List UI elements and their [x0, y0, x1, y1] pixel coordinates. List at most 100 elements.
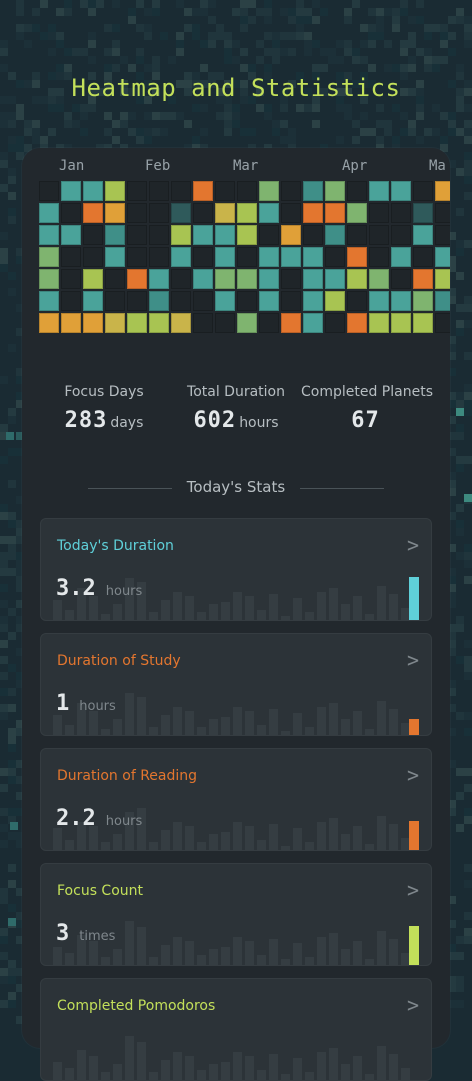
heatmap-cell[interactable]	[435, 313, 450, 333]
heatmap-cell[interactable]	[215, 291, 235, 311]
heatmap-cell[interactable]	[413, 225, 433, 245]
heatmap-cell[interactable]	[325, 181, 345, 201]
heatmap-cell[interactable]	[83, 291, 103, 311]
heatmap-cell[interactable]	[347, 181, 367, 201]
heatmap-cell[interactable]	[369, 181, 389, 201]
heatmap-cell[interactable]	[281, 225, 301, 245]
card-completed-pomodoros[interactable]: Completed Pomodoros >	[40, 978, 432, 1081]
heatmap-cell[interactable]	[105, 313, 125, 333]
heatmap-cell[interactable]	[39, 181, 59, 201]
heatmap-cell[interactable]	[391, 225, 411, 245]
heatmap-cell[interactable]	[259, 313, 279, 333]
heatmap-cell[interactable]	[237, 247, 257, 267]
chevron-right-icon[interactable]: >	[406, 648, 419, 672]
heatmap-cell[interactable]	[215, 313, 235, 333]
heatmap-cell[interactable]	[149, 247, 169, 267]
heatmap-cell[interactable]	[149, 181, 169, 201]
heatmap-cell[interactable]	[413, 181, 433, 201]
heatmap-cell[interactable]	[281, 313, 301, 333]
heatmap-cell[interactable]	[193, 247, 213, 267]
heatmap-cell[interactable]	[127, 203, 147, 223]
heatmap-cell[interactable]	[435, 181, 450, 201]
heatmap-cell[interactable]	[193, 291, 213, 311]
heatmap-cell[interactable]	[149, 313, 169, 333]
heatmap-cell[interactable]	[39, 313, 59, 333]
heatmap-cell[interactable]	[127, 291, 147, 311]
heatmap-cell[interactable]	[413, 313, 433, 333]
heatmap-cell[interactable]	[127, 247, 147, 267]
heatmap-cell[interactable]	[83, 203, 103, 223]
heatmap-cell[interactable]	[61, 247, 81, 267]
card-todays-duration[interactable]: Today's Duration > 3.2 hours	[40, 518, 432, 621]
heatmap-cell[interactable]	[435, 225, 450, 245]
heatmap-cell[interactable]	[325, 269, 345, 289]
heatmap-cell[interactable]	[193, 203, 213, 223]
heatmap-cell[interactable]	[237, 291, 257, 311]
heatmap-cell[interactable]	[193, 269, 213, 289]
chevron-right-icon[interactable]: >	[406, 533, 419, 557]
heatmap-cell[interactable]	[105, 225, 125, 245]
heatmap-cell[interactable]	[61, 291, 81, 311]
heatmap-cell[interactable]	[237, 269, 257, 289]
heatmap-cell[interactable]	[347, 291, 367, 311]
heatmap-cell[interactable]	[303, 225, 323, 245]
heatmap-cell[interactable]	[259, 247, 279, 267]
heatmap-cell[interactable]	[171, 225, 191, 245]
heatmap-cell[interactable]	[369, 313, 389, 333]
heatmap-cell[interactable]	[303, 181, 323, 201]
heatmap-cell[interactable]	[61, 313, 81, 333]
heatmap-cell[interactable]	[193, 225, 213, 245]
heatmap-cell[interactable]	[105, 247, 125, 267]
heatmap-cell[interactable]	[347, 203, 367, 223]
heatmap-cell[interactable]	[39, 291, 59, 311]
heatmap-cell[interactable]	[281, 247, 301, 267]
heatmap-cell[interactable]	[435, 291, 450, 311]
heatmap-cell[interactable]	[413, 203, 433, 223]
heatmap-cell[interactable]	[391, 181, 411, 201]
heatmap-cell[interactable]	[83, 225, 103, 245]
heatmap-cell[interactable]	[83, 181, 103, 201]
heatmap-cell[interactable]	[61, 181, 81, 201]
heatmap-cell[interactable]	[259, 291, 279, 311]
chevron-right-icon[interactable]: >	[406, 763, 419, 787]
heatmap-cell[interactable]	[83, 247, 103, 267]
heatmap-cell[interactable]	[39, 225, 59, 245]
heatmap-cell[interactable]	[369, 225, 389, 245]
heatmap-cell[interactable]	[259, 181, 279, 201]
heatmap-cell[interactable]	[281, 181, 301, 201]
heatmap-cell[interactable]	[391, 269, 411, 289]
heatmap-cell[interactable]	[347, 247, 367, 267]
heatmap-cell[interactable]	[281, 269, 301, 289]
card-focus-count[interactable]: Focus Count > 3 times	[40, 863, 432, 966]
heatmap-cell[interactable]	[127, 313, 147, 333]
heatmap-cell[interactable]	[171, 247, 191, 267]
heatmap-cell[interactable]	[391, 247, 411, 267]
heatmap-cell[interactable]	[303, 291, 323, 311]
heatmap-cell[interactable]	[413, 269, 433, 289]
heatmap-cell[interactable]	[237, 225, 257, 245]
heatmap-cell[interactable]	[413, 247, 433, 267]
heatmap-cell[interactable]	[127, 181, 147, 201]
heatmap-cell[interactable]	[435, 247, 450, 267]
focus-heatmap[interactable]	[22, 181, 450, 335]
heatmap-cell[interactable]	[413, 291, 433, 311]
heatmap-cell[interactable]	[171, 313, 191, 333]
heatmap-cell[interactable]	[83, 269, 103, 289]
heatmap-cell[interactable]	[127, 269, 147, 289]
heatmap-cell[interactable]	[39, 269, 59, 289]
heatmap-cell[interactable]	[259, 269, 279, 289]
heatmap-cell[interactable]	[39, 247, 59, 267]
heatmap-cell[interactable]	[215, 203, 235, 223]
heatmap-cell[interactable]	[61, 203, 81, 223]
heatmap-cell[interactable]	[237, 313, 257, 333]
heatmap-cell[interactable]	[105, 269, 125, 289]
heatmap-cell[interactable]	[215, 181, 235, 201]
heatmap-cell[interactable]	[281, 203, 301, 223]
heatmap-cell[interactable]	[259, 225, 279, 245]
heatmap-cell[interactable]	[83, 313, 103, 333]
heatmap-cell[interactable]	[149, 225, 169, 245]
heatmap-cell[interactable]	[171, 181, 191, 201]
heatmap-cell[interactable]	[391, 291, 411, 311]
heatmap-cell[interactable]	[149, 291, 169, 311]
heatmap-cell[interactable]	[325, 225, 345, 245]
